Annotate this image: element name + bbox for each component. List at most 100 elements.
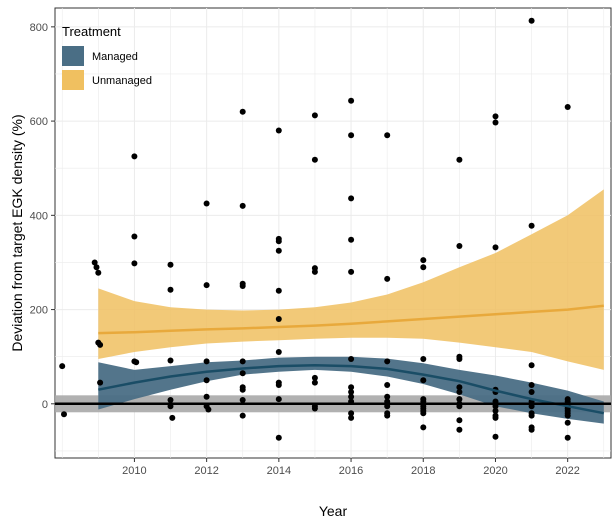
data-point-90 <box>456 356 463 362</box>
data-point-22 <box>203 377 210 384</box>
band-unmanaged <box>98 189 604 370</box>
data-point-78 <box>420 356 427 362</box>
data-point-0 <box>59 363 66 370</box>
data-point-46 <box>275 434 282 441</box>
data-point-88 <box>456 243 463 249</box>
data-points <box>59 17 571 441</box>
data-point-8 <box>131 153 138 160</box>
data-point-14 <box>167 286 174 293</box>
data-point-34 <box>239 397 246 403</box>
data-point-39 <box>275 247 282 254</box>
data-point-20 <box>203 282 210 289</box>
data-point-52 <box>311 379 318 386</box>
x-tick-label-2012: 2012 <box>194 465 218 477</box>
x-tick-label-2014: 2014 <box>267 465 291 477</box>
data-point-113 <box>528 389 535 395</box>
data-point-58 <box>348 236 355 243</box>
data-point-6 <box>97 341 104 348</box>
data-point-1 <box>61 411 67 418</box>
fit-line-unmanaged <box>98 304 604 335</box>
data-point-12 <box>133 359 140 366</box>
data-point-111 <box>528 362 535 369</box>
data-point-40 <box>275 287 282 294</box>
data-point-42 <box>275 349 282 355</box>
data-point-63 <box>348 393 355 400</box>
legend-swatch-managed <box>62 46 84 66</box>
data-point-18 <box>169 414 176 421</box>
data-point-70 <box>384 382 391 388</box>
data-point-87 <box>456 156 463 163</box>
data-point-67 <box>384 132 391 139</box>
y-tick-label-0: 0 <box>42 399 48 411</box>
data-point-79 <box>420 377 427 384</box>
x-tick-label-2018: 2018 <box>411 465 435 477</box>
data-point-29 <box>239 283 246 289</box>
data-point-54 <box>311 405 318 412</box>
data-point-23 <box>203 393 210 400</box>
data-point-96 <box>456 417 463 424</box>
data-point-26 <box>239 108 246 115</box>
data-point-69 <box>384 358 391 365</box>
data-point-127 <box>564 412 571 419</box>
data-point-119 <box>528 426 535 433</box>
data-point-2 <box>91 259 98 266</box>
data-point-36 <box>275 127 282 134</box>
data-point-3 <box>93 264 100 271</box>
data-point-60 <box>348 356 355 362</box>
data-point-71 <box>384 393 391 400</box>
y-tick-label-800: 800 <box>30 22 48 34</box>
data-point-117 <box>528 412 535 419</box>
data-point-7 <box>97 379 104 386</box>
legend-label-unmanaged: Unmanaged <box>92 75 152 87</box>
data-point-109 <box>528 17 535 24</box>
data-point-35 <box>239 412 246 419</box>
legend-title: Treatment <box>62 24 121 39</box>
y-tick-label-400: 400 <box>30 210 48 222</box>
data-point-10 <box>131 260 138 267</box>
data-point-107 <box>492 414 499 421</box>
y-tick-label-600: 600 <box>30 116 48 128</box>
legend-swatch-unmanaged <box>62 70 84 90</box>
data-point-86 <box>420 424 427 431</box>
data-point-108 <box>492 433 499 440</box>
data-point-68 <box>384 275 391 282</box>
data-point-31 <box>239 370 246 377</box>
band-managed <box>98 356 604 424</box>
x-tick-label-2020: 2020 <box>483 465 507 477</box>
data-point-48 <box>311 156 318 163</box>
data-point-41 <box>275 316 282 322</box>
y-axis-ticks: 0 200 400 600 800 <box>30 22 55 411</box>
data-point-30 <box>239 358 246 365</box>
data-point-99 <box>492 119 499 126</box>
data-point-56 <box>348 132 355 139</box>
data-point-47 <box>311 112 318 119</box>
data-point-100 <box>492 244 499 251</box>
data-point-59 <box>348 268 355 275</box>
data-point-27 <box>239 202 246 209</box>
legend: Treatment Managed Unmanaged <box>62 24 152 90</box>
data-point-61 <box>348 384 355 391</box>
data-point-91 <box>456 384 463 391</box>
confidence-bands <box>98 189 604 424</box>
data-point-33 <box>239 386 246 393</box>
data-point-45 <box>275 396 282 403</box>
data-point-4 <box>95 269 102 276</box>
data-point-93 <box>456 396 463 403</box>
data-point-76 <box>420 257 427 264</box>
data-point-9 <box>131 233 138 240</box>
data-point-112 <box>528 382 535 388</box>
y-axis-title: Deviation from target EGK density (%) <box>9 114 25 351</box>
x-tick-label-2010: 2010 <box>122 465 146 477</box>
fit-line-managed <box>98 363 605 415</box>
y-tick-label-200: 200 <box>30 305 48 317</box>
data-point-98 <box>492 113 499 120</box>
data-point-38 <box>275 238 282 245</box>
x-tick-label-2016: 2016 <box>339 465 363 477</box>
data-point-110 <box>528 222 535 229</box>
data-point-77 <box>420 264 427 271</box>
data-point-92 <box>456 389 463 395</box>
data-point-55 <box>348 97 355 104</box>
x-axis-title: Year <box>319 503 348 519</box>
data-point-21 <box>203 358 210 365</box>
data-point-57 <box>348 195 355 202</box>
